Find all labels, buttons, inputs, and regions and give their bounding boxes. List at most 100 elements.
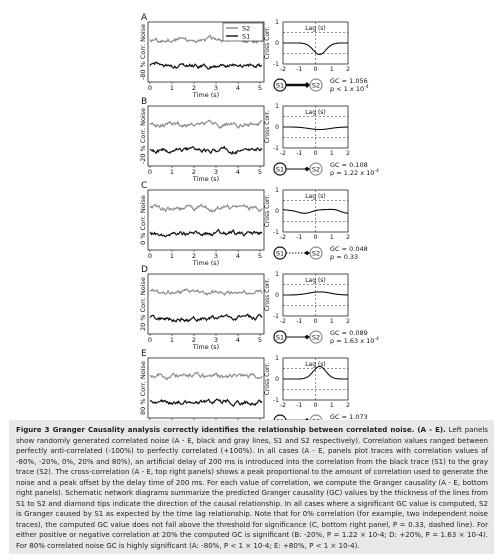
crosscorr-curve bbox=[283, 42, 348, 56]
causal-diamond-tip bbox=[304, 166, 310, 172]
figure-caption: Figure 3 Granger Causality analysis corr… bbox=[9, 420, 494, 554]
time-tick-label: 2 bbox=[192, 336, 196, 344]
crosscorr-xtick-label: 2 bbox=[346, 234, 350, 241]
time-tick-label: 1 bbox=[170, 336, 174, 344]
crosscorr-ylabel: Cross Corr. bbox=[264, 111, 271, 143]
timeseries-frame bbox=[147, 189, 265, 251]
causal-diamond-tip bbox=[304, 250, 310, 256]
time-axis-label: Time (s) bbox=[192, 91, 219, 99]
time-axis-label: Time (s) bbox=[192, 343, 219, 351]
crosscorr-xtick-label: 0 bbox=[314, 150, 318, 157]
crosscorr-curve bbox=[283, 291, 348, 296]
crosscorr-ytick-label: 1 bbox=[275, 271, 279, 278]
crosscorr-ytick-label: -1 bbox=[273, 397, 279, 404]
trace-s2 bbox=[149, 288, 263, 297]
crosscorr-xtick-label: -2 bbox=[280, 234, 286, 241]
crosscorr-xtick-label: 0 bbox=[314, 66, 318, 73]
node-s2-label: S2 bbox=[312, 82, 320, 90]
panel-letter: B bbox=[141, 97, 147, 107]
gc-value: GC = 0.108 bbox=[330, 161, 368, 169]
trace-s2 bbox=[149, 203, 263, 213]
timeseries-frame bbox=[147, 105, 265, 167]
trace-s1 bbox=[149, 145, 263, 156]
crosscorr-xtick-label: -1 bbox=[296, 402, 302, 409]
timeseries-frame bbox=[147, 273, 265, 335]
trace-s2 bbox=[149, 371, 263, 381]
crosscorr-ytick-label: -1 bbox=[273, 229, 279, 236]
node-s1-label: S1 bbox=[276, 82, 284, 90]
crosscorr-lag-label: Lag (s) bbox=[305, 361, 326, 368]
gc-pvalue: p = 1.63 x 10-4 bbox=[330, 336, 379, 345]
time-tick-label: 5 bbox=[258, 252, 262, 260]
trace-s1 bbox=[149, 61, 263, 70]
time-tick-label: 4 bbox=[236, 168, 240, 176]
timeseries-ylabel: -80 % Corr. Noise bbox=[139, 24, 147, 80]
crosscorr-ytick-label: -1 bbox=[273, 313, 279, 320]
crosscorr-ytick-label: 1 bbox=[275, 103, 279, 110]
crosscorr-xtick-label: -2 bbox=[280, 318, 286, 325]
crosscorr-xtick-label: 1 bbox=[330, 66, 334, 73]
time-tick-label: 0 bbox=[148, 168, 152, 176]
crosscorr-lag-label: Lag (s) bbox=[305, 193, 326, 200]
node-s1-label: S1 bbox=[276, 166, 284, 174]
gc-pvalue: p = 0.33 bbox=[330, 253, 358, 261]
trace-s1 bbox=[149, 313, 263, 323]
crosscorr-lag-label: Lag (s) bbox=[305, 25, 326, 32]
crosscorr-xtick-label: -1 bbox=[296, 234, 302, 241]
crosscorr-xtick-label: -1 bbox=[296, 66, 302, 73]
caption-title: Figure 3 Granger Causality analysis corr… bbox=[16, 425, 446, 434]
crosscorr-xtick-label: -2 bbox=[280, 402, 286, 409]
timeseries-ylabel: 20 % Corr. Noise bbox=[139, 277, 147, 331]
crosscorr-xtick-label: -1 bbox=[296, 318, 302, 325]
crosscorr-ytick-label: 0 bbox=[275, 124, 279, 131]
time-tick-label: 0 bbox=[148, 84, 152, 92]
node-s2-label: S2 bbox=[312, 334, 320, 342]
crosscorr-curve bbox=[283, 365, 348, 380]
time-tick-label: 1 bbox=[170, 84, 174, 92]
time-tick-label: 1 bbox=[170, 252, 174, 260]
time-tick-label: 4 bbox=[236, 252, 240, 260]
time-tick-label: 5 bbox=[258, 336, 262, 344]
trace-s1 bbox=[149, 228, 263, 238]
time-tick-label: 2 bbox=[192, 252, 196, 260]
time-axis-label: Time (s) bbox=[192, 259, 219, 267]
gc-value: GC = 1.056 bbox=[330, 77, 368, 85]
crosscorr-curve bbox=[282, 208, 349, 214]
crosscorr-xtick-label: 2 bbox=[346, 66, 350, 73]
causal-diamond-tip bbox=[304, 334, 310, 340]
time-tick-label: 5 bbox=[258, 84, 262, 92]
crosscorr-xtick-label: 1 bbox=[330, 402, 334, 409]
crosscorr-lag-label: Lag (s) bbox=[305, 277, 326, 284]
gc-pvalue-exponent: -4 bbox=[374, 336, 379, 342]
causal-diamond-tip bbox=[304, 82, 310, 88]
timeseries-ylabel: 80 % Corr. Noise bbox=[139, 361, 147, 415]
gc-pvalue: p < 1 x 10-4 bbox=[330, 84, 369, 93]
node-s2-label: S2 bbox=[312, 166, 320, 174]
crosscorr-xtick-label: 2 bbox=[346, 402, 350, 409]
node-s1 bbox=[273, 414, 287, 420]
time-tick-label: 3 bbox=[214, 84, 218, 92]
crosscorr-xtick-label: 0 bbox=[314, 318, 318, 325]
crosscorr-ytick-label: -1 bbox=[273, 145, 279, 152]
time-tick-label: 5 bbox=[258, 168, 262, 176]
crosscorr-ytick-label: -1 bbox=[273, 61, 279, 68]
crosscorr-ylabel: Cross Corr. bbox=[264, 27, 271, 59]
gc-value: GC = 0.089 bbox=[330, 329, 368, 337]
node-s1-label: S1 bbox=[276, 334, 284, 342]
time-tick-label: 3 bbox=[214, 336, 218, 344]
crosscorr-ylabel: Cross Corr. bbox=[264, 279, 271, 311]
crosscorr-ylabel: Cross Corr. bbox=[264, 363, 271, 395]
panel-letter: E bbox=[141, 349, 147, 359]
trace-s2 bbox=[149, 34, 263, 44]
crosscorr-xtick-label: -2 bbox=[280, 150, 286, 157]
gc-value: GC = 1.073 bbox=[330, 413, 368, 420]
gc-value: GC = 0.048 bbox=[330, 245, 368, 253]
crosscorr-xtick-label: 2 bbox=[346, 318, 350, 325]
timeseries-frame bbox=[147, 357, 265, 419]
time-tick-label: 4 bbox=[236, 336, 240, 344]
node-s1-label: S1 bbox=[276, 418, 284, 421]
time-tick-label: 1 bbox=[170, 168, 174, 176]
